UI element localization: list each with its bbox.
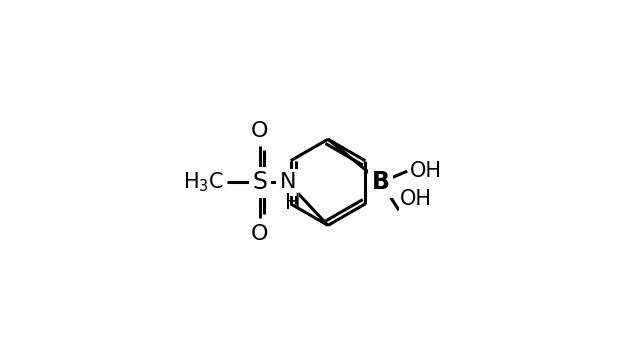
Text: H: H xyxy=(285,193,301,213)
Text: S: S xyxy=(252,170,268,194)
Text: O: O xyxy=(251,121,269,141)
Text: O: O xyxy=(251,224,269,244)
Text: OH: OH xyxy=(410,161,442,181)
Text: H$_3$C: H$_3$C xyxy=(182,170,224,194)
Text: N: N xyxy=(280,172,296,192)
Text: OH: OH xyxy=(400,189,432,209)
Text: B: B xyxy=(372,170,390,194)
